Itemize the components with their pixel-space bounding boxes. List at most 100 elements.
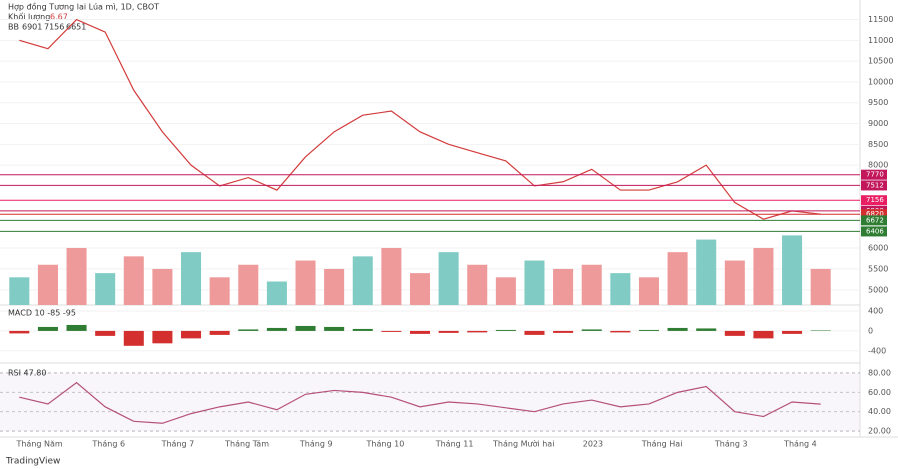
- y-tick-label: 6000: [868, 243, 888, 252]
- bar: [409, 330, 431, 334]
- bar: [123, 330, 144, 346]
- bb-value: 6901: [22, 23, 42, 32]
- bar: [438, 252, 459, 305]
- y-tick-label: 9500: [868, 98, 888, 107]
- pane-legend: MACD 10 -85 -95: [8, 309, 76, 318]
- x-tick-label: Tháng Năm: [15, 440, 62, 449]
- y-tick-label: 60.00: [868, 388, 891, 397]
- y-tick-label: 5500: [868, 264, 888, 273]
- bar: [324, 268, 345, 305]
- bar: [295, 325, 316, 331]
- bar: [381, 330, 402, 332]
- level-badge: [861, 195, 887, 206]
- level-badge: [861, 169, 887, 180]
- bar: [266, 327, 287, 331]
- bar: [724, 260, 745, 305]
- bar: [553, 330, 574, 333]
- x-tick-label: Tháng 9: [299, 440, 333, 449]
- x-tick-label: Tháng 6: [91, 440, 125, 449]
- bar: [181, 330, 202, 339]
- bar: [352, 328, 373, 331]
- y-tick-label: 0: [868, 326, 873, 335]
- level-label: 6820: [866, 210, 884, 218]
- y-tick-label: 11000: [868, 36, 893, 45]
- bar: [638, 329, 659, 331]
- x-tick-label: Tháng Tám: [224, 440, 269, 449]
- y-tick-label: 11500: [868, 15, 893, 24]
- bar: [753, 247, 774, 305]
- y-tick-label: 9000: [868, 119, 888, 128]
- y-tick-label: 400: [868, 307, 883, 316]
- bar: [95, 273, 116, 305]
- bar: [238, 329, 259, 331]
- bar: [467, 264, 488, 305]
- bar: [9, 330, 30, 334]
- x-tick-label: Tháng 4: [783, 440, 817, 449]
- bar: [667, 327, 688, 331]
- footer-brand[interactable]: TradingView: [5, 457, 60, 467]
- level-label: 7512: [866, 181, 884, 189]
- level-badge: [861, 209, 887, 220]
- x-tick-label: Tháng 7: [161, 440, 195, 449]
- bar: [152, 330, 173, 344]
- y-tick-label: 20.00: [868, 427, 891, 436]
- level-badge: [861, 215, 887, 226]
- x-tick-label: Tháng 3: [714, 440, 748, 449]
- bar: [123, 256, 144, 305]
- y-tick-label: 5000: [868, 285, 888, 294]
- y-tick-label: 10000: [868, 77, 893, 86]
- bar: [581, 264, 602, 305]
- y-tick-label: 8000: [868, 161, 888, 170]
- y-tick-label: 40.00: [868, 407, 891, 416]
- bar: [37, 326, 58, 331]
- symbol-title: Hợp đồng Tương lai Lúa mì, 1D, CBOT: [8, 2, 159, 12]
- bar: [152, 268, 173, 305]
- bar: [266, 281, 287, 305]
- y-tick-label: 80.00: [868, 369, 891, 378]
- y-tick-label: 10500: [868, 57, 893, 66]
- x-tick-label: 2023: [583, 440, 603, 449]
- bar: [438, 330, 459, 333]
- level-label: 6406: [866, 227, 884, 235]
- bar: [610, 273, 631, 305]
- level-label: 7156: [866, 196, 884, 204]
- x-tick-label: Tháng Hai: [641, 440, 683, 449]
- bar: [37, 264, 58, 305]
- bar: [352, 256, 373, 305]
- series-line: [19, 381, 821, 424]
- bar: [782, 330, 803, 334]
- bar: [610, 330, 631, 333]
- bar: [295, 260, 316, 305]
- bar: [724, 330, 745, 336]
- level-badge: [861, 226, 887, 237]
- level-badge: [861, 180, 887, 191]
- bar: [209, 277, 230, 305]
- bar: [810, 268, 831, 305]
- bb-legend: BB: [8, 23, 19, 32]
- bar: [324, 326, 345, 331]
- bar: [782, 235, 803, 305]
- bar: [495, 277, 516, 305]
- bar: [66, 247, 87, 305]
- bar: [524, 260, 545, 305]
- bar: [9, 277, 30, 305]
- rsi-band: [0, 373, 860, 432]
- bar: [753, 330, 774, 339]
- y-tick-label: 8500: [868, 140, 888, 149]
- bar: [409, 273, 431, 305]
- pane-legend: RSI 47.80: [8, 369, 46, 378]
- volume-legend: Khối lượng: [8, 12, 50, 22]
- x-tick-label: Tháng 10: [366, 440, 405, 449]
- x-tick-label: Tháng Mười hai: [492, 439, 554, 449]
- bar: [696, 328, 717, 331]
- bar: [553, 268, 574, 305]
- bb-value: 6651: [66, 23, 86, 32]
- bb-value: 7156: [44, 23, 64, 32]
- bar: [667, 252, 688, 305]
- bar: [524, 330, 545, 335]
- bar: [381, 247, 402, 305]
- x-tick-label: Tháng 11: [435, 440, 474, 449]
- volume-value: 6.67: [50, 13, 68, 22]
